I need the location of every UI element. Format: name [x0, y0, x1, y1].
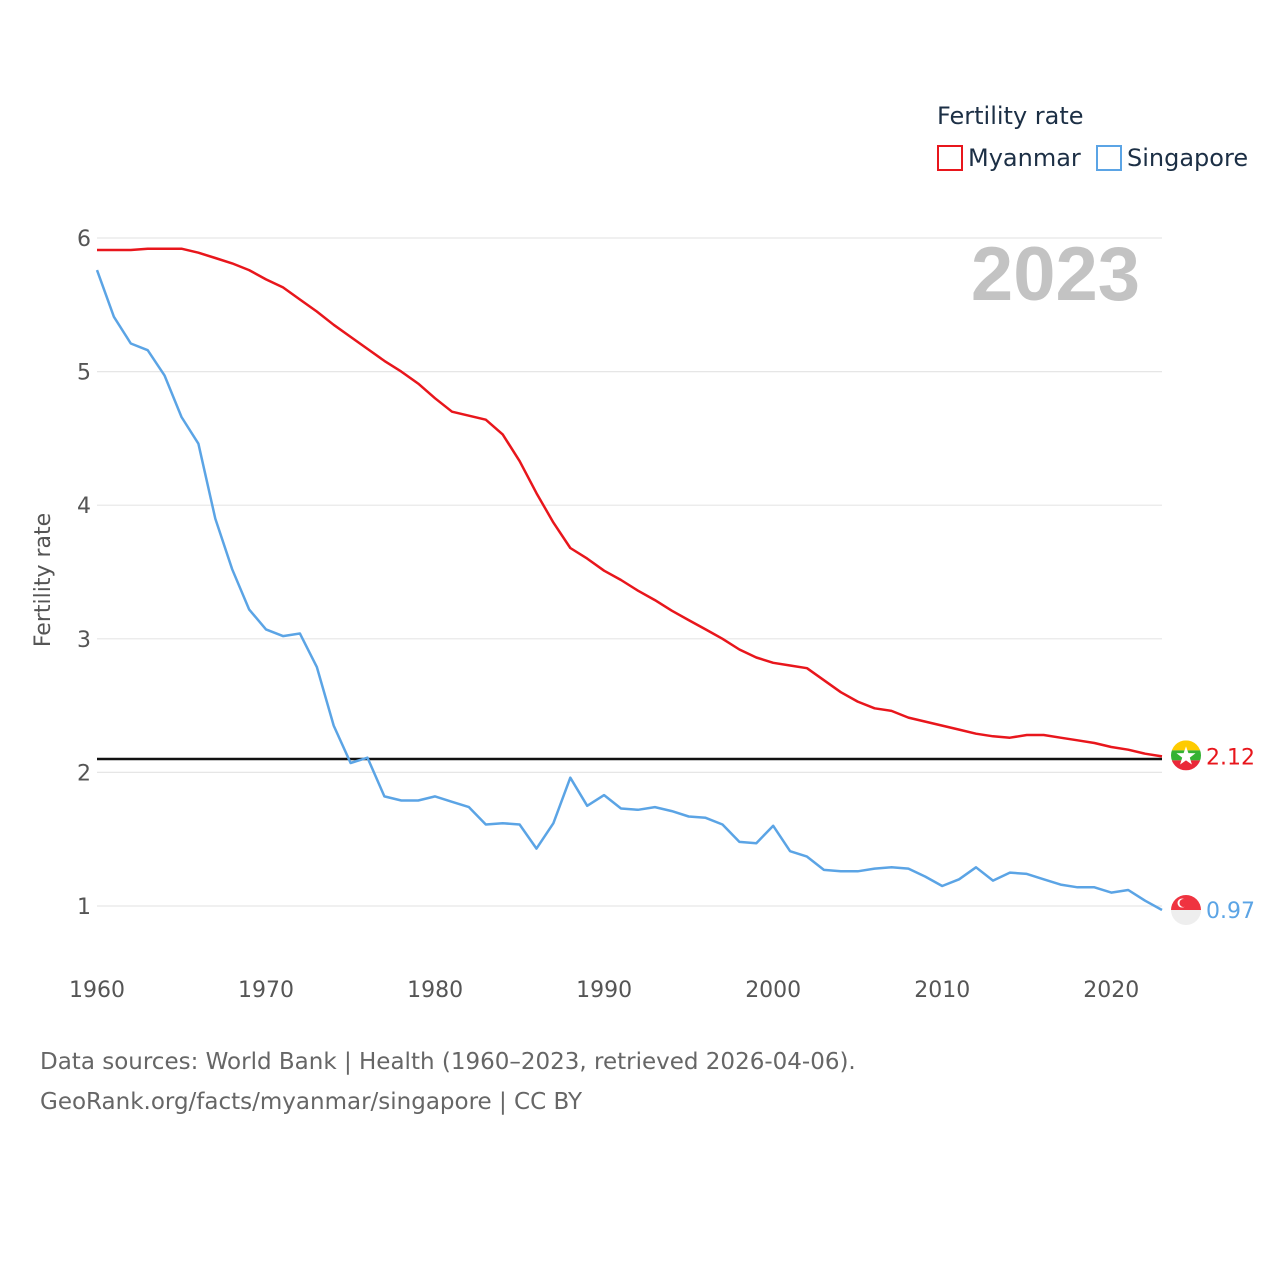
singapore-flag-icon	[1171, 895, 1201, 926]
y-axis-ticks: 1 2 3 4 5 6	[77, 227, 91, 920]
x-tick-label-1960: 1960	[69, 978, 125, 1003]
legend-label-singapore[interactable]: Singapore	[1127, 144, 1248, 172]
x-tick-label-2020: 2020	[1083, 978, 1139, 1003]
legend: Fertility rate Myanmar Singapore	[937, 102, 1248, 172]
source-note: Data sources: World Bank | Health (1960–…	[40, 1042, 856, 1122]
legend-label-myanmar[interactable]: Myanmar	[968, 144, 1081, 172]
y-tick-label-6: 6	[77, 227, 91, 252]
x-tick-label-2000: 2000	[745, 978, 801, 1003]
y-tick-label-2: 2	[77, 761, 91, 786]
y-tick-label-5: 5	[77, 361, 91, 386]
legend-title: Fertility rate	[937, 102, 1084, 130]
series-lines	[95, 247, 1163, 912]
end-label-myanmar: 2.12	[1206, 745, 1255, 770]
legend-swatch-singapore[interactable]	[1096, 145, 1122, 171]
series-line-singapore	[95, 269, 1163, 912]
x-tick-label-1990: 1990	[576, 978, 632, 1003]
year-label: 2023	[971, 232, 1140, 317]
x-tick-label-1980: 1980	[407, 978, 463, 1003]
y-tick-label-1: 1	[77, 895, 91, 920]
end-markers: 2.12 0.97	[1171, 740, 1255, 926]
end-label-singapore: 0.97	[1206, 899, 1255, 924]
series-line-myanmar	[97, 247, 1163, 758]
legend-swatch-myanmar[interactable]	[937, 145, 963, 171]
source-line-2: GeoRank.org/facts/myanmar/singapore | CC…	[40, 1089, 583, 1115]
x-tick-label-1970: 1970	[238, 978, 294, 1003]
myanmar-flag-icon	[1171, 740, 1201, 771]
y-tick-label-3: 3	[77, 628, 91, 653]
x-tick-label-2010: 2010	[914, 978, 970, 1003]
source-line-1: Data sources: World Bank | Health (1960–…	[40, 1049, 856, 1075]
y-tick-label-4: 4	[77, 494, 91, 519]
gridlines	[97, 237, 1162, 907]
y-axis-title: Fertility rate	[31, 513, 56, 647]
x-axis-ticks: 1960 1970 1980 1990 2000 2010 2020	[69, 978, 1139, 1003]
